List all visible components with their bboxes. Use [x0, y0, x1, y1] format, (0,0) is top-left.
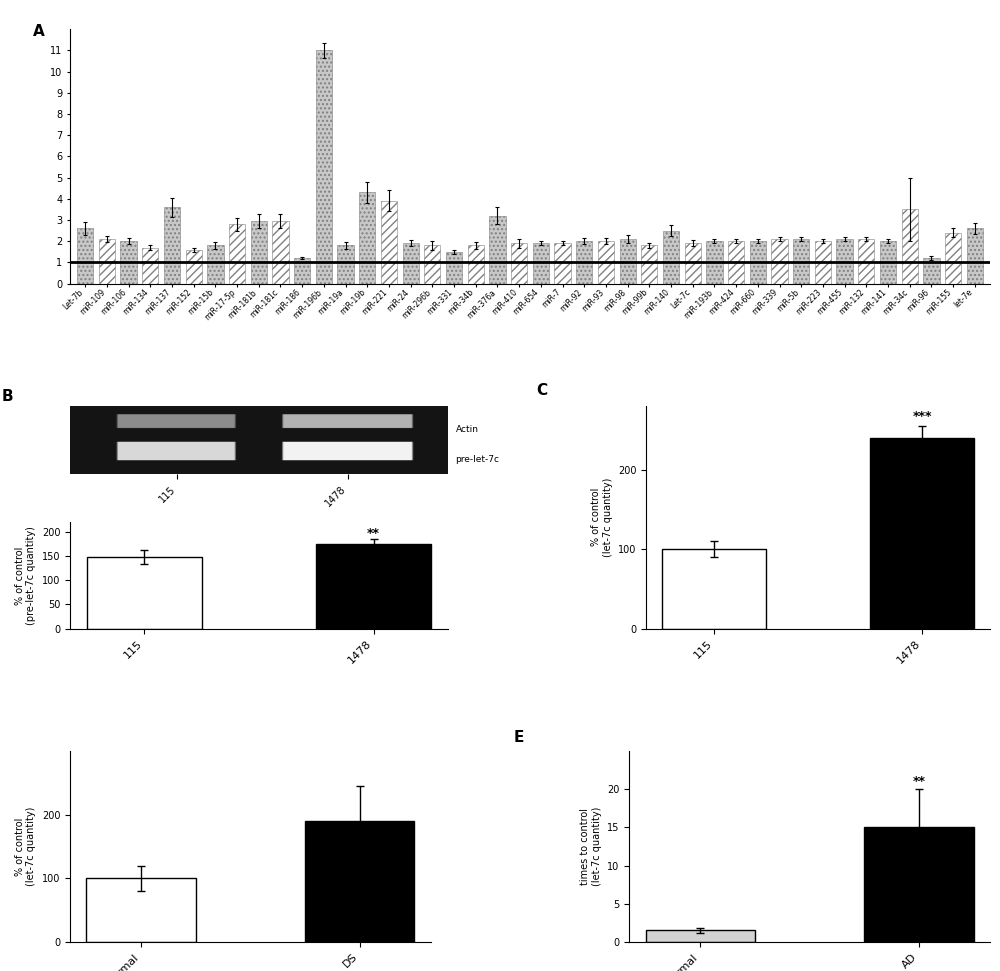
Bar [793, 239, 809, 284]
Bar [662, 550, 766, 628]
Text: A: A [33, 24, 45, 39]
Bar [771, 239, 788, 284]
Bar [316, 50, 332, 284]
Bar [945, 233, 961, 284]
Text: Actin: Actin [456, 424, 479, 434]
Bar [446, 251, 462, 284]
Bar [272, 221, 289, 284]
Bar [305, 821, 414, 942]
Bar [663, 230, 679, 284]
Y-axis label: % of control
(let-7c quantity): % of control (let-7c quantity) [591, 478, 613, 557]
Y-axis label: times to control
(let-7c quantity): times to control (let-7c quantity) [580, 807, 602, 887]
Bar [403, 244, 419, 284]
Bar [381, 201, 397, 284]
Bar [164, 207, 180, 284]
Text: **: ** [367, 527, 380, 540]
Bar [99, 239, 115, 284]
Bar [533, 244, 549, 284]
Bar [750, 241, 766, 284]
Bar [468, 246, 484, 284]
Bar [706, 241, 723, 284]
Text: E: E [514, 729, 524, 745]
Bar [902, 210, 918, 284]
Bar [967, 228, 983, 284]
Bar [186, 250, 202, 284]
Bar [489, 216, 506, 284]
Bar [646, 930, 755, 942]
Text: C: C [536, 383, 548, 398]
Bar [77, 228, 93, 284]
Text: pre-let-7c: pre-let-7c [456, 454, 500, 464]
Bar [251, 221, 267, 284]
Bar [576, 241, 592, 284]
Text: **: ** [912, 776, 925, 788]
Bar [858, 239, 874, 284]
Bar [815, 241, 831, 284]
Y-axis label: % of control
(pre-let-7c quantity): % of control (pre-let-7c quantity) [15, 526, 36, 625]
Text: ***: *** [913, 410, 932, 422]
Bar [207, 246, 224, 284]
Bar [229, 224, 245, 284]
Bar [728, 241, 744, 284]
Bar [836, 239, 853, 284]
Text: B: B [2, 388, 14, 404]
Bar [598, 241, 614, 284]
Bar [685, 244, 701, 284]
Bar [880, 241, 896, 284]
Bar [923, 258, 940, 284]
Bar [142, 248, 158, 284]
Bar [316, 544, 431, 628]
Bar [864, 827, 974, 942]
Bar [870, 438, 974, 628]
Bar [86, 878, 196, 942]
Bar [641, 246, 657, 284]
Y-axis label: % of control
(let-7c quantity): % of control (let-7c quantity) [15, 807, 36, 887]
Bar [554, 244, 571, 284]
Bar [424, 246, 440, 284]
Bar [294, 258, 310, 284]
Bar [511, 244, 527, 284]
Bar [120, 241, 137, 284]
Bar [87, 557, 202, 628]
Bar [359, 192, 375, 284]
Bar [620, 239, 636, 284]
Bar [337, 246, 354, 284]
